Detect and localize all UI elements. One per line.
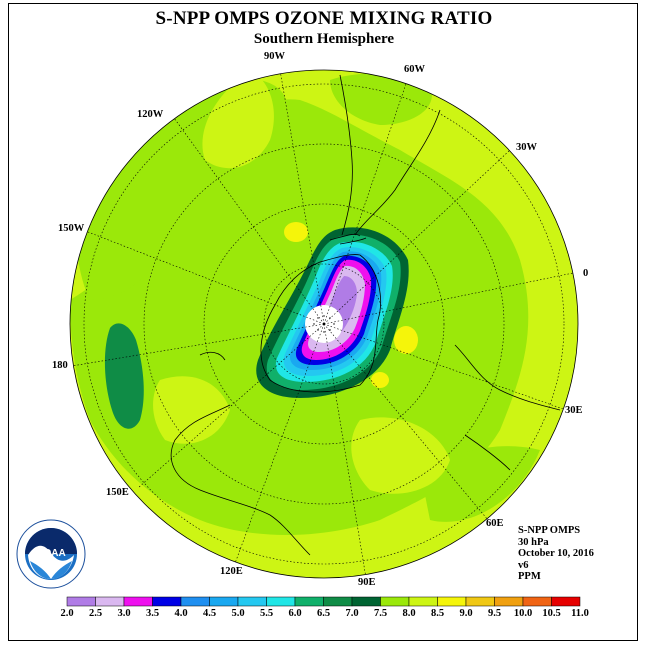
colorbar-swatch: [437, 596, 467, 607]
graticule: [71, 70, 578, 578]
colorbar: [66, 596, 581, 607]
ozone-band-7-5-east: [420, 446, 540, 522]
south-america-coast-west: [339, 74, 353, 236]
ozone-field: [70, 70, 578, 578]
colorbar-swatch: [123, 596, 153, 607]
info-level: 30 hPa: [518, 536, 549, 548]
colorbar-swatch: [522, 596, 552, 607]
colorbar-tick-label: 10.0: [513, 608, 533, 619]
colorbar-tick-label: 11.0: [571, 608, 589, 619]
colorbar-tick-label: 8.5: [430, 608, 445, 619]
africa-coast: [454, 344, 561, 471]
lon-label-120e: 120E: [220, 566, 243, 577]
colorbar-swatch: [465, 596, 495, 607]
figure-frame: [8, 3, 638, 641]
ozone-band-8-0-patch-2: [351, 417, 450, 494]
info-instrument: S-NPP OMPS: [518, 525, 581, 536]
colorbar-tick-label: 2.5: [88, 608, 103, 619]
colorbar-tick-label: 10.5: [542, 608, 561, 619]
lon-label-150w: 150W: [58, 223, 85, 234]
lon-label-30e: 30E: [565, 405, 583, 416]
colorbar-tick-label: 3.5: [145, 608, 160, 619]
colorbar-tick-label: 3.0: [117, 608, 131, 619]
south-america-coast-east: [354, 109, 441, 236]
lon-label-60e: 60E: [486, 518, 504, 529]
colorbar-tick-label: 4.5: [202, 608, 217, 619]
colorbar-swatch: [95, 596, 125, 607]
colorbar-swatch: [152, 596, 182, 607]
colorbar-tick-label: 5.0: [231, 608, 245, 619]
colorbar-tick-label: 7.0: [345, 608, 359, 619]
antarctic-peninsula: [329, 233, 367, 245]
australia-coast: [170, 404, 311, 556]
colorbar-swatch: [237, 596, 267, 607]
ozone-band-7-0-cell: [104, 323, 144, 429]
map-boundary: [69, 69, 579, 579]
lon-label-180: 180: [52, 360, 68, 371]
colorbar-swatch: [323, 596, 353, 607]
ozone-band-8-0-patch: [202, 70, 274, 169]
lon-label-90w: 90W: [264, 51, 285, 62]
colorbar-tick-label: 9.5: [487, 608, 502, 619]
lon-label-120w: 120W: [137, 109, 164, 120]
lon-label-0: 0: [583, 268, 589, 279]
logo-text: NOAA: [36, 548, 65, 559]
colorbar-swatch: [351, 596, 381, 607]
colorbar-swatch: [266, 596, 296, 607]
colorbar-swatch: [66, 596, 96, 607]
map-subtitle: Southern Hemisphere: [253, 31, 395, 47]
lon-label-90e: 90E: [358, 577, 376, 588]
colorbar-tick-label: 6.5: [316, 608, 331, 619]
colorbar-swatch: [408, 596, 438, 607]
info-date: October 10, 2016: [518, 548, 594, 559]
colorbar-swatch: [209, 596, 239, 607]
noaa-logo: NOAA: [16, 519, 86, 589]
colorbar-tick-label: 2.0: [60, 608, 74, 619]
colorbar-swatch: [494, 596, 524, 607]
colorbar-tick-label: 5.5: [259, 608, 274, 619]
ozone-band-8-5-c: [371, 372, 389, 388]
info-version: v6: [518, 559, 529, 571]
lon-label-60w: 60W: [404, 64, 425, 75]
lon-label-150e: 150E: [106, 487, 129, 498]
colorbar-swatch: [180, 596, 210, 607]
ozone-band-8-5-b: [394, 326, 418, 354]
coastlines: [170, 74, 561, 556]
info-units: PPM: [518, 571, 541, 582]
colorbar-tick-label: 8.0: [402, 608, 416, 619]
colorbar-swatch: [380, 596, 410, 607]
lon-label-30w: 30W: [516, 142, 537, 153]
colorbar-swatch: [294, 596, 324, 607]
antarctica-coast: [260, 254, 381, 393]
map-title: S-NPP OMPS OZONE MIXING RATIO: [155, 8, 493, 29]
colorbar-tick-label: 6.0: [288, 608, 302, 619]
ozone-band-8-5-a: [284, 222, 308, 242]
info-block: S-NPP OMPS 30 hPa October 10, 2016 v6 PP…: [518, 525, 594, 583]
new-zealand-coast: [199, 351, 226, 361]
colorbar-swatch: [551, 596, 581, 607]
colorbar-tick-label: 4.0: [174, 608, 188, 619]
colorbar-tick-label: 9.0: [459, 608, 473, 619]
colorbar-tick-label: 7.5: [373, 608, 388, 619]
ozone-band-7-5-north: [330, 73, 432, 125]
ozone-band-8-0-patch-3: [153, 376, 230, 444]
